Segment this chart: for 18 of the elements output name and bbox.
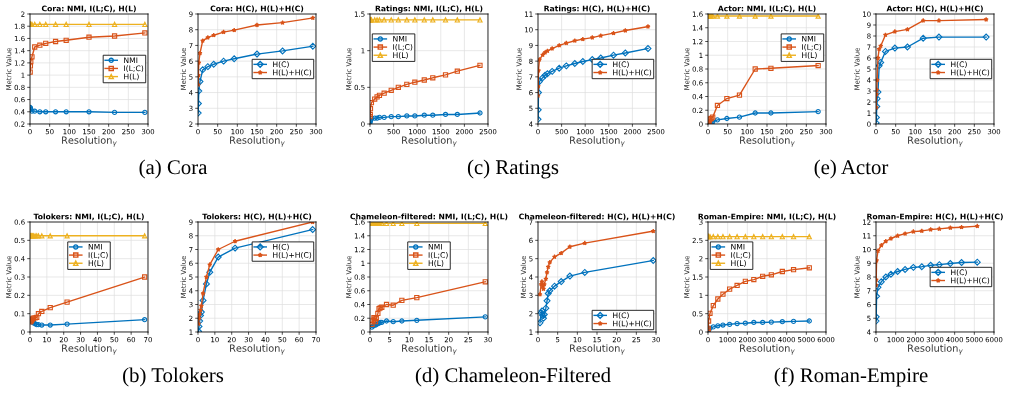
text: (c) Ratings — [467, 159, 559, 179]
x-axis-title: Resolution$_{γ}$ — [402, 344, 457, 355]
text: (e) Actor — [814, 159, 889, 179]
x-axis-title: Resolution$_{γ}$ — [62, 344, 117, 355]
x-axis-title: Resolution$_{γ}$ — [62, 136, 117, 147]
x-axis-title: Resolution$_{γ}$ — [230, 136, 285, 147]
x-axis-title: Resolution$_{γ}$ — [570, 136, 625, 147]
x-axis-title: Resolution$_{γ}$ — [908, 344, 963, 355]
x-axis-title: Resolution$_{γ}$ — [740, 136, 795, 147]
x-axis-title: Resolution$_{γ}$ — [230, 344, 285, 355]
text: (b) Tolokers — [123, 367, 224, 387]
x-axis-title: Resolution$_{γ}$ — [402, 136, 457, 147]
x-axis-title: Resolution$_{γ}$ — [740, 344, 795, 355]
text: (a) Cora — [139, 159, 208, 179]
text: (f) Roman-Empire — [774, 367, 928, 387]
text: (d) Chameleon-Filtered — [415, 367, 611, 387]
x-axis-title: Resolution$_{γ}$ — [570, 344, 625, 355]
x-axis-title: Resolution$_{γ}$ — [908, 136, 963, 147]
